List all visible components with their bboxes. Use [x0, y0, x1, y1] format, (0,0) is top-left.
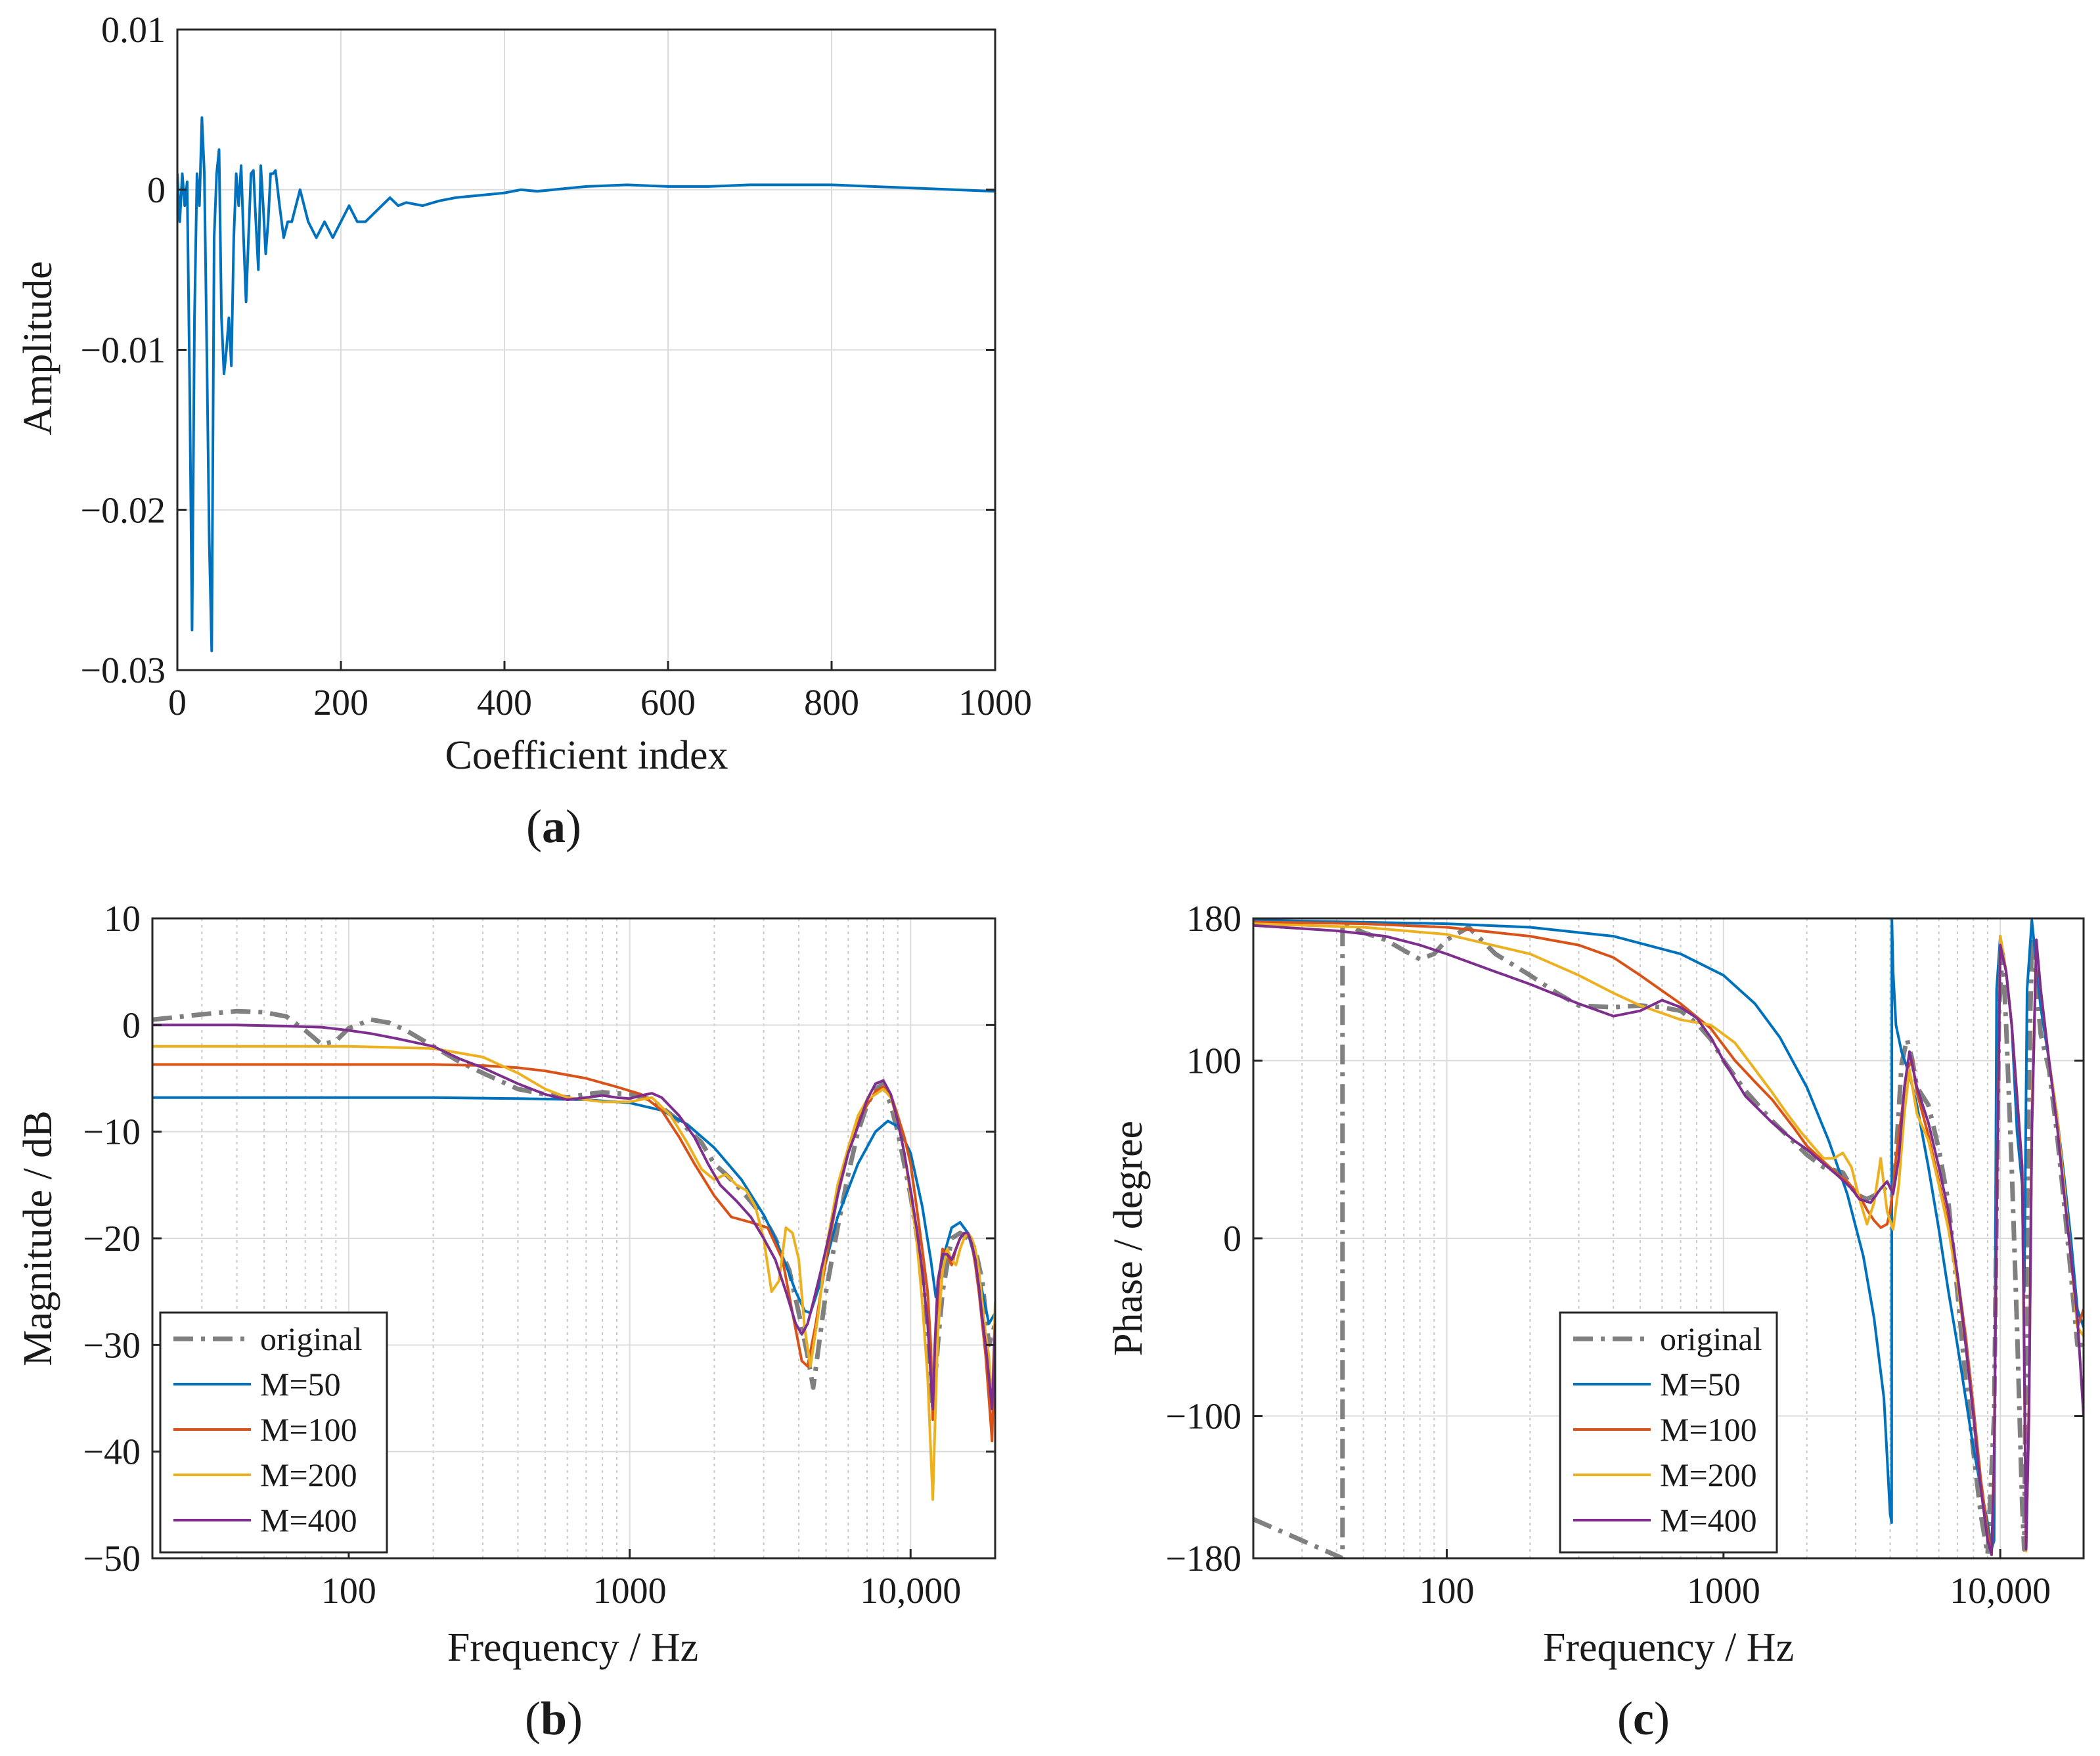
y-tick-label: −0.02	[80, 490, 166, 531]
chart-c-ylabel: Phase / degree	[1106, 1121, 1151, 1356]
y-tick-label: −30	[83, 1325, 141, 1366]
legend-label: M=100	[260, 1411, 357, 1448]
y-tick-label: 0	[122, 1005, 141, 1046]
chart-c-legend: original M=50 M=100 M=200 M=400	[1559, 1311, 1778, 1554]
x-tick-label: 100	[321, 1571, 376, 1611]
panel-label-a: (a)	[526, 800, 581, 853]
legend-label: M=50	[1660, 1366, 1741, 1403]
x-tick-label: 800	[804, 683, 859, 723]
legend-label: M=100	[1660, 1411, 1757, 1448]
x-tick-label: 1000	[1687, 1571, 1760, 1611]
chart-b-grid	[152, 918, 995, 1559]
y-tick-label: −180	[1165, 1539, 1241, 1579]
legend-label: original	[260, 1320, 363, 1357]
y-tick-label: −100	[1165, 1397, 1241, 1437]
legend-label: M=400	[260, 1502, 357, 1539]
chart-a-series	[177, 116, 995, 652]
x-tick-label: 100	[1419, 1571, 1474, 1611]
y-tick-label: −0.01	[80, 330, 166, 371]
panel-letter-a: a	[542, 800, 566, 853]
y-tick-label: 10	[104, 899, 141, 939]
chart-a-xlabel: Coefficient index	[445, 733, 728, 778]
chart-b-series	[152, 1008, 995, 1501]
legend-label: M=200	[260, 1456, 357, 1493]
legend-label: original	[1660, 1320, 1762, 1357]
y-tick-label: −50	[83, 1539, 141, 1579]
y-tick-label: 0	[147, 170, 166, 211]
legend-label: M=200	[1660, 1456, 1757, 1493]
y-tick-label: 0	[1223, 1219, 1241, 1259]
series-line-m-400	[1253, 924, 2084, 1556]
y-tick-label: 100	[1186, 1041, 1241, 1081]
x-tick-label: 1000	[593, 1571, 667, 1611]
series-line-coefficients	[177, 116, 995, 652]
legend-label: M=400	[1660, 1502, 1757, 1539]
x-tick-label: 400	[477, 683, 532, 723]
legend-box	[1559, 1311, 1778, 1554]
y-tick-label: 0.01	[101, 10, 166, 51]
chart-b-legend: original M=50 M=100 M=200 M=400	[159, 1311, 388, 1554]
x-tick-label: 600	[640, 683, 696, 723]
x-tick-label: 1000	[958, 683, 1032, 723]
legend-box	[159, 1311, 388, 1554]
chart-b-xlabel: Frequency / Hz	[447, 1625, 698, 1670]
panel-letter-c: c	[1633, 1692, 1654, 1745]
chart-c-xlabel: Frequency / Hz	[1543, 1625, 1794, 1670]
y-tick-label: −40	[83, 1432, 141, 1473]
legend-label: M=50	[260, 1366, 341, 1403]
panel-letter-b: b	[541, 1692, 567, 1745]
panel-label-b: (b)	[525, 1692, 583, 1745]
y-tick-label: −20	[83, 1219, 141, 1259]
series-line-m-200	[152, 1045, 995, 1501]
x-tick-label: 10,000	[1950, 1571, 2051, 1611]
chart-a-ticks: 0 200 400 600 800 1000 0.01 0 −0.01 −0.02 −0.03	[80, 10, 1032, 723]
chart-b-ylabel: Magnitude / dB	[16, 1110, 60, 1366]
chart-c-series	[1253, 918, 2084, 1558]
y-tick-label: −0.03	[80, 650, 166, 691]
x-tick-label: 0	[168, 683, 187, 723]
panel-label-c: (c)	[1617, 1692, 1670, 1745]
series-line-m-50	[1253, 918, 2084, 1551]
series-line-m-400	[152, 1024, 995, 1410]
x-tick-label: 200	[313, 683, 369, 723]
y-tick-label: 180	[1186, 899, 1241, 939]
y-tick-label: −10	[83, 1112, 141, 1153]
chart-a-ylabel: Amplitude	[16, 261, 60, 435]
x-tick-label: 10,000	[860, 1571, 961, 1611]
